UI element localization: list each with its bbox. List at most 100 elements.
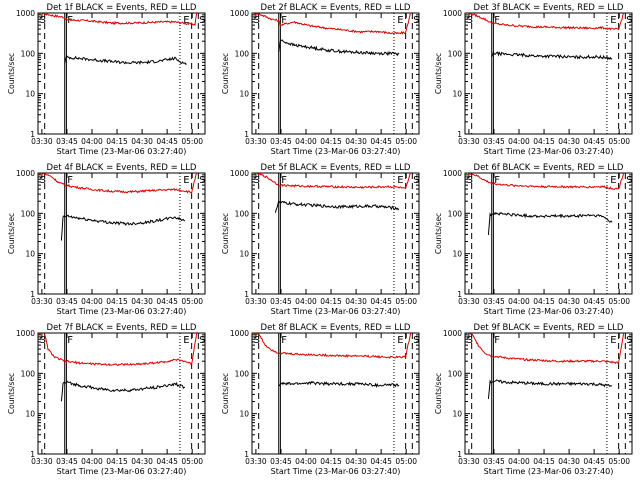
events-rate-line [64, 55, 187, 66]
marker-label-e: E [610, 15, 616, 26]
y-axis-label: Counts/sec [221, 373, 230, 414]
lld-rate-line [252, 13, 412, 35]
y-tick-label: 1000 [16, 169, 35, 178]
x-tick-label: 04:15 [533, 297, 555, 306]
y-axis-label: Counts/sec [221, 213, 230, 254]
detector-plot-3: Det 3f BLACK = Events, RED = LLD 1 10 100 10… [434, 3, 633, 156]
y-tick-label: 1000 [16, 9, 35, 18]
y-tick-label: 1 [457, 450, 462, 459]
marker-label-s: S [254, 15, 260, 26]
x-tick-label: 04:30 [345, 137, 367, 146]
lld-rate-line [465, 173, 625, 191]
x-tick-label: 03:30 [245, 137, 267, 146]
plot-title: Det 6f BLACK = Events, RED = LLD [474, 163, 624, 173]
events-rate-line [487, 379, 613, 399]
x-tick-label: 04:00 [508, 297, 530, 306]
x-tick-label: 03:30 [458, 297, 480, 306]
plot-title: Det 3f BLACK = Events, RED = LLD [474, 3, 624, 13]
y-axis-label: Counts/sec [434, 213, 443, 254]
events-rate-line [278, 39, 400, 57]
x-tick-label: 04:30 [131, 457, 153, 466]
y-tick-label: 1 [457, 130, 462, 139]
x-tick-label: 05:00 [608, 137, 630, 146]
marker-label-s: S [40, 175, 46, 186]
y-tick-label: 100 [448, 369, 463, 378]
plot-title: Det 4f BLACK = Events, RED = LLD [47, 163, 197, 173]
marker-label-s: S [40, 335, 46, 346]
y-tick-label: 1 [457, 290, 462, 299]
x-tick-label: 04:00 [508, 457, 530, 466]
marker-label-s: S [467, 335, 473, 346]
marker-label-e: E [183, 175, 189, 186]
y-tick-label: 10 [452, 90, 462, 99]
y-tick-label: 100 [21, 209, 36, 218]
x-axis-label: Start Time (23-Mar-06 03:27:40) [484, 467, 614, 476]
x-tick-label: 05:00 [181, 137, 203, 146]
x-tick-label: 04:15 [106, 297, 128, 306]
lld-rate-line [465, 333, 625, 365]
x-tick-label: 05:00 [395, 137, 417, 146]
marker-label-f: F [281, 335, 287, 346]
x-axis-label: Start Time (23-Mar-06 03:27:40) [57, 307, 187, 316]
plot-title: Det 2f BLACK = Events, RED = LLD [261, 3, 411, 13]
x-tick-label: 04:45 [583, 137, 605, 146]
plot-frame [464, 172, 633, 295]
detector-plot-4: Det 4f BLACK = Events, RED = LLD 1 10 100 10… [7, 163, 206, 316]
plot-title: Det 1f BLACK = Events, RED = LLD [47, 3, 197, 13]
x-tick-label: 03:45 [56, 457, 78, 466]
x-tick-label: 04:15 [106, 137, 128, 146]
x-axis-label: Start Time (23-Mar-06 03:27:40) [57, 147, 187, 156]
y-tick-label: 10 [239, 90, 249, 99]
detector-plot-9: Det 9f BLACK = Events, RED = LLD 1 10 100 10… [434, 323, 633, 476]
plot-frame [251, 12, 420, 135]
plot-title: Det 8f BLACK = Events, RED = LLD [261, 323, 411, 333]
x-tick-label: 04:45 [583, 457, 605, 466]
detector-plot-7: Det 7f BLACK = Events, RED = LLD 1 10 100 10… [7, 323, 206, 476]
marker-label-s: S [467, 15, 473, 26]
y-tick-label: 10 [25, 410, 35, 419]
x-axis-label: Start Time (23-Mar-06 03:27:40) [57, 467, 187, 476]
marker-label-s: S [413, 175, 419, 186]
x-tick-label: 03:30 [458, 137, 480, 146]
y-tick-label: 1 [30, 130, 35, 139]
marker-label-e: E [610, 335, 616, 346]
y-tick-label: 1 [30, 450, 35, 459]
y-tick-label: 1000 [230, 9, 249, 18]
x-tick-label: 05:00 [181, 297, 203, 306]
x-axis-label: Start Time (23-Mar-06 03:27:40) [484, 307, 614, 316]
x-tick-label: 03:30 [245, 297, 267, 306]
events-rate-line [491, 50, 613, 61]
lld-rate-line [38, 173, 198, 194]
x-tick-label: 04:30 [131, 137, 153, 146]
y-tick-label: 10 [452, 250, 462, 259]
x-tick-label: 04:45 [156, 457, 178, 466]
marker-label-s: S [413, 335, 419, 346]
x-tick-label: 04:00 [295, 297, 317, 306]
x-tick-label: 04:30 [345, 297, 367, 306]
y-tick-label: 1 [244, 290, 249, 299]
marker-label-e: E [397, 175, 403, 186]
marker-label-s: S [199, 175, 205, 186]
x-tick-label: 04:15 [320, 457, 342, 466]
lld-rate-line [252, 173, 412, 189]
y-tick-label: 1 [244, 450, 249, 459]
x-tick-label: 03:30 [245, 457, 267, 466]
lld-rate-line [38, 13, 198, 27]
x-tick-label: 05:00 [608, 457, 630, 466]
marker-label-s: S [626, 335, 632, 346]
events-rate-line [60, 380, 186, 402]
marker-label-f: F [67, 175, 73, 186]
marker-label-f: F [494, 175, 500, 186]
x-tick-label: 04:30 [558, 137, 580, 146]
marker-label-f: F [494, 335, 500, 346]
x-tick-label: 04:45 [156, 297, 178, 306]
marker-label-f: F [494, 15, 500, 26]
marker-label-f: F [67, 335, 73, 346]
detector-plot-8: Det 8f BLACK = Events, RED = LLD 1 10 100 10… [221, 323, 420, 476]
y-axis-label: Counts/sec [7, 53, 16, 94]
x-tick-label: 05:00 [608, 297, 630, 306]
x-tick-label: 04:30 [558, 297, 580, 306]
x-tick-label: 04:15 [533, 137, 555, 146]
x-tick-label: 04:45 [370, 297, 392, 306]
